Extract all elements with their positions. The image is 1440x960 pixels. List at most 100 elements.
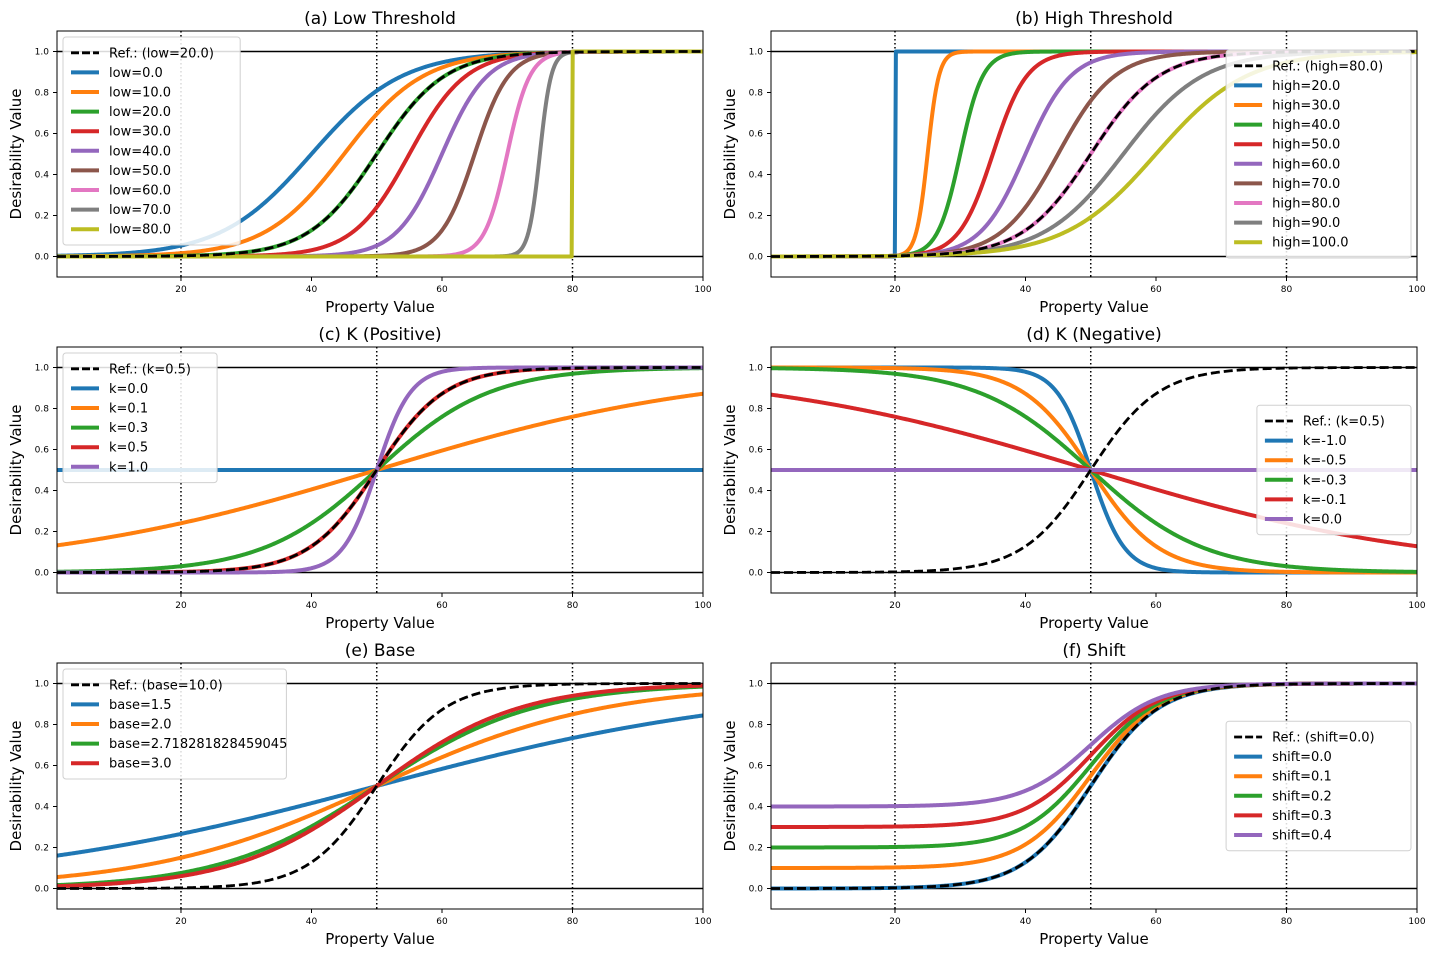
chart-panel: (f) Shift 20 40 60 80 100 0.0 0.2 0.4 0.6 0.8 1.0 Pr…	[721, 641, 1426, 948]
y-tick-label: 0.2	[35, 528, 49, 538]
x-tick-label: 20	[889, 601, 901, 611]
y-tick-label: 0.4	[35, 171, 50, 181]
legend-label: low=0.0	[109, 66, 163, 81]
x-tick-label: 20	[175, 285, 187, 295]
axes-frame	[56, 30, 704, 278]
y-tick-label: 0.0	[749, 253, 764, 263]
x-tick-label: 20	[175, 917, 187, 927]
x-axis-label: Property Value	[325, 614, 434, 632]
reference-line	[57, 50, 703, 258]
legend: Ref.: (high=80.0) high=20.0 high=30.0 high=…	[1225, 49, 1412, 259]
x-axis-label: Property Value	[1039, 930, 1148, 948]
reference-line	[771, 682, 1417, 890]
chart-title: (e) Base	[345, 641, 416, 661]
legend-label: Ref.: (high=80.0)	[1272, 59, 1383, 74]
y-tick-label: 0.6	[35, 130, 50, 140]
y-tick-label: 0.2	[749, 528, 763, 538]
x-tick-label: 60	[436, 917, 448, 927]
chart-title: (d) K (Negative)	[1026, 325, 1162, 345]
legend-box	[1256, 404, 1412, 536]
legend-label: low=30.0	[109, 125, 171, 140]
x-tick-label: 100	[1408, 285, 1425, 295]
y-tick-label: 0.0	[35, 253, 50, 263]
legend: Ref.: (k=0.5) k=0.0 k=0.1 k=0.3 k=0.5 k=1.0	[62, 352, 218, 484]
y-axis-label: Desirability Value	[721, 721, 739, 852]
x-tick-label: 100	[694, 285, 711, 295]
x-tick-label: 100	[694, 917, 711, 927]
x-tick-label: 80	[1281, 285, 1293, 295]
legend-label: high=90.0	[1272, 216, 1340, 231]
x-tick-label: 60	[1150, 601, 1162, 611]
x-tick-label: 80	[1281, 601, 1293, 611]
x-tick-label: 40	[306, 285, 318, 295]
y-tick-label: 0.6	[749, 130, 764, 140]
y-tick-label: 0.4	[749, 171, 764, 181]
legend-box	[62, 668, 287, 780]
y-tick-label: 0.8	[35, 89, 50, 99]
x-tick-label: 40	[1020, 285, 1032, 295]
x-tick-label: 40	[306, 601, 318, 611]
chart-title: (a) Low Threshold	[304, 9, 456, 29]
x-tick-label: 100	[1408, 601, 1425, 611]
chart-panel: (b) High Threshold 20 40 60 80 100 0.0 0.2 0.4 0.…	[721, 9, 1426, 316]
y-tick-label: 0.2	[35, 844, 49, 854]
y-axis-label: Desirability Value	[7, 89, 25, 220]
x-axis-label: Property Value	[1039, 298, 1148, 316]
legend-label: Ref.: (k=0.5)	[109, 362, 191, 377]
chart-title: (f) Shift	[1062, 641, 1126, 661]
legend-label: high=20.0	[1272, 79, 1340, 94]
chart-title: (c) K (Positive)	[318, 325, 441, 345]
legend-label: high=70.0	[1272, 177, 1340, 192]
x-tick-label: 80	[1281, 917, 1293, 927]
plot-area	[771, 681, 1417, 891]
y-axis-label: Desirability Value	[7, 721, 25, 852]
series-line	[57, 683, 703, 889]
plot-area	[771, 365, 1417, 575]
legend-label: high=80.0	[1272, 197, 1340, 212]
y-tick-label: 1.0	[35, 364, 50, 374]
axes-frame	[56, 346, 704, 594]
legend-label: k=-0.1	[1303, 493, 1347, 508]
reference-line	[771, 366, 1417, 574]
y-tick-label: 0.0	[35, 885, 50, 895]
legend-label: low=50.0	[109, 164, 171, 179]
y-tick-label: 1.0	[35, 48, 50, 58]
y-tick-label: 0.8	[35, 721, 50, 731]
legend-label: low=70.0	[109, 203, 171, 218]
legend-label: Ref.: (shift=0.0)	[1272, 731, 1375, 746]
legend-label: low=80.0	[109, 223, 171, 238]
x-tick-label: 100	[694, 601, 711, 611]
legend-label: k=-0.5	[1303, 454, 1347, 469]
chart-title: (b) High Threshold	[1015, 9, 1173, 29]
axes-frame	[56, 662, 704, 910]
legend: Ref.: (shift=0.0) shift=0.0 shift=0.1 shift…	[1225, 720, 1412, 852]
y-tick-label: 0.8	[35, 405, 50, 415]
legend-label: k=0.5	[109, 441, 148, 456]
axes-frame	[770, 346, 1418, 594]
legend-label: Ref.: (low=20.0)	[109, 46, 214, 61]
x-tick-label: 80	[567, 285, 579, 295]
legend-label: low=40.0	[109, 144, 171, 159]
legend-label: high=60.0	[1272, 157, 1340, 172]
legend: Ref.: (base=10.0) base=1.5 base=2.0 base=2.…	[62, 668, 287, 780]
y-tick-label: 1.0	[749, 48, 764, 58]
y-tick-label: 0.0	[35, 569, 50, 579]
legend: Ref.: (k=0.5) k=-1.0 k=-0.5 k=-0.3 k=-0.1 k=0…	[1256, 404, 1412, 536]
legend-label: high=50.0	[1272, 138, 1340, 153]
y-tick-label: 0.8	[749, 405, 764, 415]
x-tick-label: 20	[889, 917, 901, 927]
legend-label: k=0.0	[109, 382, 148, 397]
x-tick-label: 60	[436, 601, 448, 611]
x-tick-label: 20	[889, 285, 901, 295]
y-tick-label: 1.0	[749, 364, 764, 374]
y-tick-label: 0.6	[749, 762, 764, 772]
legend-label: k=1.0	[109, 460, 148, 475]
y-tick-label: 0.4	[749, 487, 764, 497]
legend-label: high=40.0	[1272, 118, 1340, 133]
legend: Ref.: (low=20.0) low=0.0 low=10.0 low=20.0 l…	[62, 36, 241, 246]
legend-box	[1225, 49, 1412, 259]
legend-label: Ref.: (k=0.5)	[1303, 415, 1385, 430]
y-axis-label: Desirability Value	[721, 89, 739, 220]
y-tick-label: 0.8	[749, 89, 764, 99]
legend-label: shift=0.3	[1272, 809, 1332, 824]
